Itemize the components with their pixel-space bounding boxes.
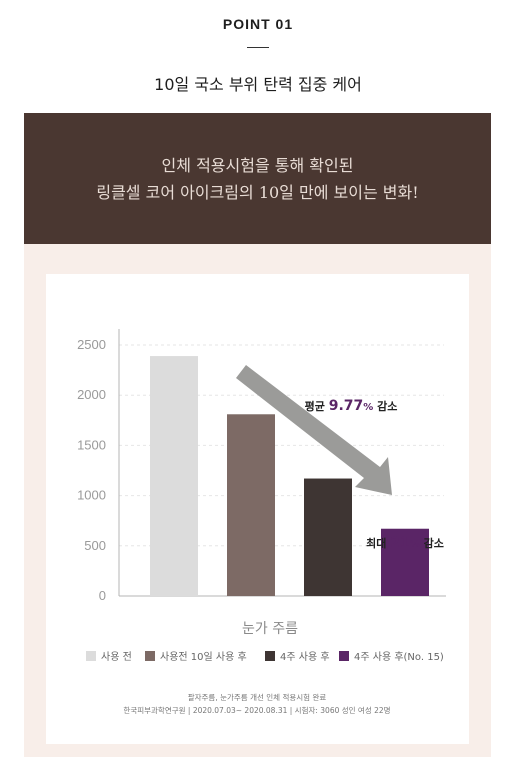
x-axis-title: 눈가 주름 — [242, 621, 298, 637]
legend-swatch-3 — [265, 651, 275, 661]
headline-banner: 인체 적용시험을 통해 확인된 링클셀 코어 아이크림의 10일 만에 보이는 … — [24, 113, 491, 244]
trend-arrow-icon — [236, 365, 392, 495]
bar-3 — [304, 478, 352, 596]
legend-label-1: 사용 전 — [101, 651, 132, 663]
y-tick-label-2000: 2000 — [77, 387, 106, 402]
bar-1 — [150, 356, 198, 596]
bar-4 — [381, 528, 429, 596]
footnote-line-1: 팔자주름, 눈가주름 개선 인체 적용시험 완료 — [188, 692, 327, 702]
banner-line-2: 링클셀 코어 아이크림의 10일 만에 보이는 변화! — [96, 182, 419, 202]
annotation-max: 최대 21% 감소 — [366, 535, 444, 551]
legend-swatch-2 — [145, 651, 155, 661]
footnote-line-2: 한국피부과학연구원 | 2020.07.03~ 2020.08.31 | 시험자… — [123, 705, 390, 715]
bar-2 — [227, 414, 275, 596]
y-tick-label-1500: 1500 — [77, 437, 106, 452]
legend-label-3: 4주 사용 후 — [280, 651, 330, 663]
legend-swatch-4 — [339, 651, 349, 661]
y-tick-label-0: 0 — [99, 588, 106, 603]
y-tick-label-2500: 2500 — [77, 337, 106, 352]
banner-line-1: 인체 적용시험을 통해 확인된 — [161, 155, 354, 175]
section-subtitle: 10일 국소 부위 탄력 집중 케어 — [154, 75, 362, 94]
point-divider — [247, 47, 269, 48]
y-tick-label-1000: 1000 — [77, 488, 106, 503]
annotation-average: 평균 9.77% 감소 — [305, 398, 398, 414]
y-tick-label-500: 500 — [84, 538, 106, 553]
point-label: POINT 01 — [222, 16, 294, 32]
legend-label-2: 사용전 10일 사용 후 — [160, 651, 247, 663]
legend-label-4: 4주 사용 후(No. 15) — [354, 651, 444, 663]
legend-swatch-1 — [86, 651, 96, 661]
